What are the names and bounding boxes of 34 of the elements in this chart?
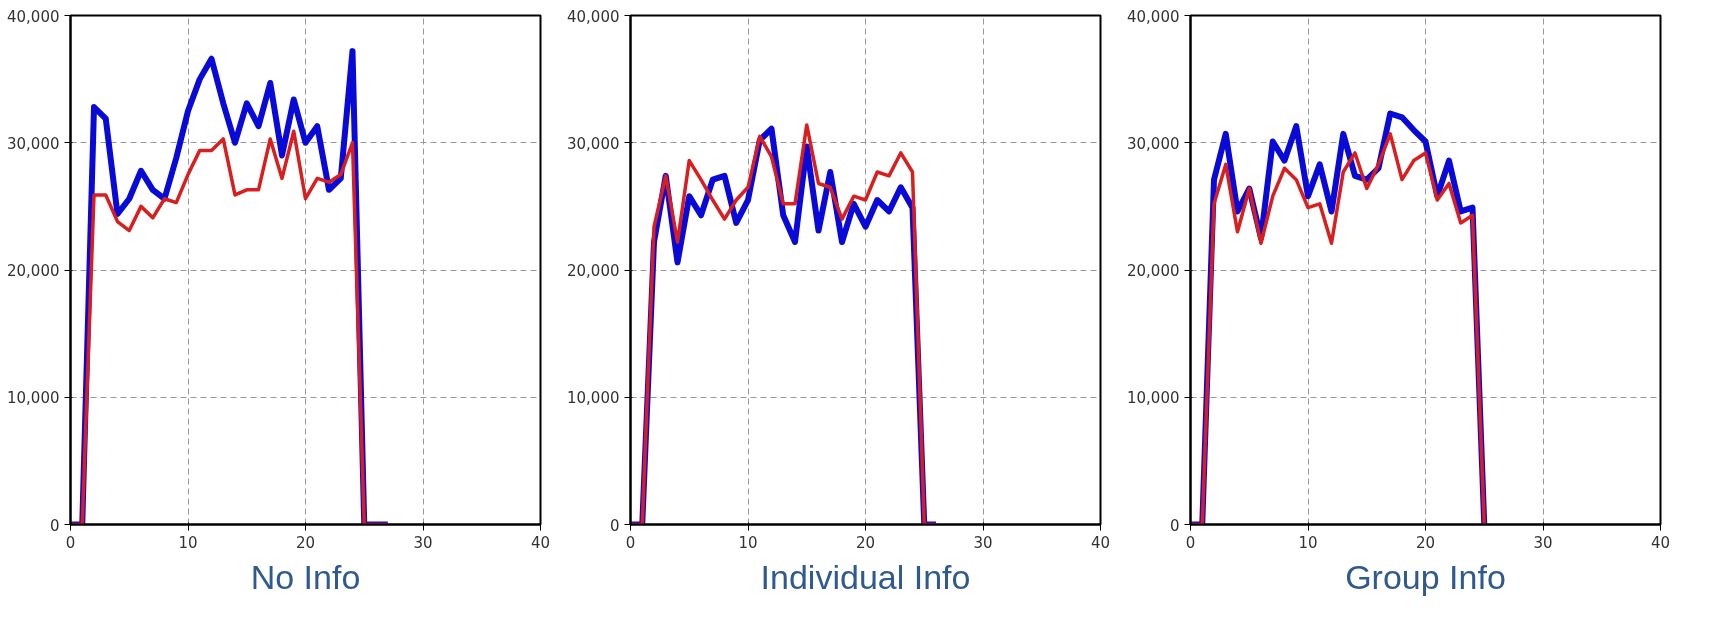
x-tick-label: 40 (530, 533, 551, 552)
y-tick-label: 40,000 (567, 7, 620, 26)
x-tick-label: 40 (1650, 533, 1671, 552)
x-tick-label: 10 (178, 533, 198, 552)
y-tick-label: 30,000 (567, 134, 620, 153)
line-series (70, 129, 390, 525)
y-tick-label: 40,000 (7, 7, 60, 26)
x-tick-label: 20 (295, 533, 316, 552)
x-tick-label: 0 (625, 533, 636, 552)
text: Group Info (1345, 557, 1506, 596)
x-tick-label: 10 (738, 533, 758, 552)
x-tick-label: 0 (1185, 533, 1196, 552)
y-tick-label: 10,000 (1127, 389, 1180, 408)
x-tick-label: 30 (1533, 533, 1553, 552)
y-tick-label: 30,000 (1127, 134, 1180, 153)
x-tick-label: 20 (1415, 533, 1436, 552)
y-tick-label: 40,000 (1127, 7, 1180, 26)
x-tick-label: 10 (1298, 533, 1318, 552)
y-tick-label: 0 (1169, 516, 1180, 535)
y-tick-label: 0 (49, 516, 60, 535)
y-tick-label: 20,000 (1127, 262, 1180, 280)
y-tick-label: 10,000 (567, 389, 620, 408)
y-tick-label: 10,000 (7, 389, 60, 408)
y-tick-label: 20,000 (567, 262, 620, 280)
text: No Info (250, 557, 361, 596)
x-tick-label: 30 (973, 533, 993, 552)
y-tick-label: 20,000 (7, 262, 60, 280)
x-tick-label: 20 (855, 533, 876, 552)
x-tick-label: 30 (413, 533, 433, 552)
x-tick-label: 40 (1090, 533, 1111, 552)
text: Individual Info (760, 557, 971, 596)
y-tick-label: 0 (609, 516, 620, 535)
y-tick-label: 30,000 (7, 134, 60, 153)
x-tick-label: 0 (65, 533, 76, 552)
